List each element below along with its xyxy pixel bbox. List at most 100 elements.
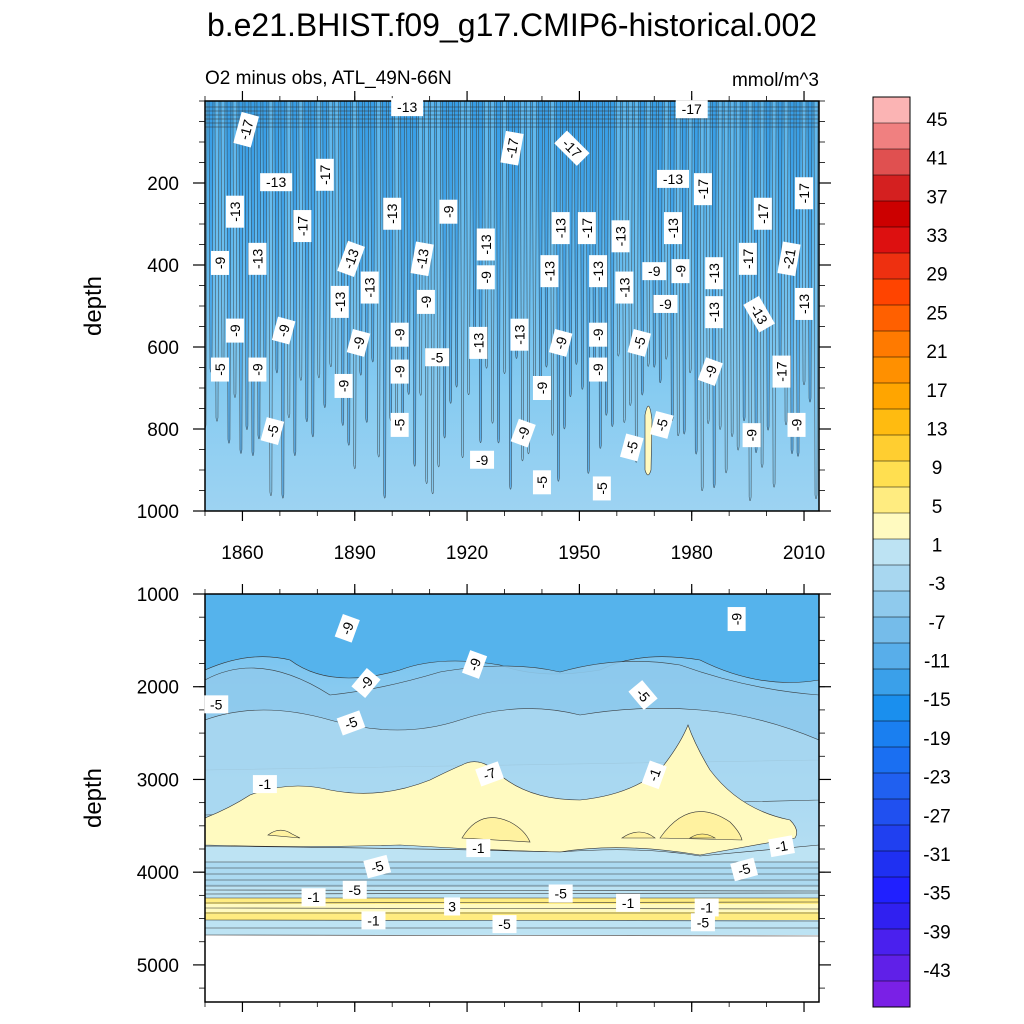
contour-label-bg xyxy=(391,98,424,117)
colorbar-label: -15 xyxy=(923,690,950,711)
contour-label-bg xyxy=(697,357,723,386)
colorbar-swatch xyxy=(873,721,910,748)
contour-label-text: -5 xyxy=(622,439,641,455)
upper-contour-streak xyxy=(412,101,417,467)
upper-contour-streak xyxy=(753,101,759,454)
upper-contour-streak xyxy=(723,101,729,474)
contour-label-text: -13 xyxy=(706,302,722,322)
colorbar-swatch xyxy=(873,695,910,722)
y-tick-label: 4000 xyxy=(137,863,179,884)
contour-label-bg xyxy=(656,169,689,188)
upper-contour-streak xyxy=(358,101,363,376)
contour-label-bg xyxy=(225,195,244,228)
chart-title: b.e21.BHIST.f09_g17.CMIP6-historical.002 xyxy=(207,7,817,43)
contour-label-bg xyxy=(615,271,634,304)
contour-label-text: -17 xyxy=(579,218,595,238)
contour-label-bg xyxy=(671,259,690,284)
upper-contour-streak xyxy=(448,101,453,404)
contour-label-bg xyxy=(425,348,450,367)
contour-label-bg xyxy=(663,212,682,245)
contour-label-text: -17 xyxy=(317,164,333,184)
contour-label-bg xyxy=(690,913,715,932)
contour-label: -1 xyxy=(466,839,491,858)
contour-label: -9 xyxy=(697,357,723,386)
contour-label: -9 xyxy=(589,357,608,382)
contour-label-bg xyxy=(444,897,461,916)
colorbar-swatch xyxy=(873,305,910,332)
contour-label: -5 xyxy=(730,857,759,882)
contour-label-text: -9 xyxy=(672,265,688,278)
contour-label-bg xyxy=(351,668,381,698)
contour-label-text: -5 xyxy=(349,882,362,898)
contour-label-bg xyxy=(772,355,791,388)
contour-label: -13 xyxy=(510,318,529,351)
colorbar-label: -19 xyxy=(923,729,950,750)
upper-contour-streak xyxy=(813,101,819,500)
colorbar-swatch xyxy=(873,565,910,592)
contour-label-text: -5 xyxy=(652,417,671,433)
contour-label-bg xyxy=(730,857,759,882)
contour-label: -9 xyxy=(390,359,409,384)
contour-label-text: -1 xyxy=(645,766,664,783)
contour-label: -1 xyxy=(694,898,719,917)
upper-contour-streak xyxy=(244,101,250,431)
contour-label-text: 3 xyxy=(448,898,456,914)
contour-label: -17 xyxy=(577,212,596,245)
contour-label-bg xyxy=(476,228,495,261)
contour-label-bg xyxy=(589,357,608,382)
deep-blue-band-2 xyxy=(205,886,819,898)
contour-label-text: -9 xyxy=(744,429,760,442)
contour-label-bg xyxy=(653,294,678,313)
contour-label: -13 xyxy=(540,255,559,288)
contour-label-bg xyxy=(315,158,334,191)
contour-label: -13 xyxy=(383,197,402,230)
contour-label-bg xyxy=(383,197,402,230)
lower-panel xyxy=(204,593,820,1003)
y-tick-label: 800 xyxy=(147,420,179,441)
colorbar-swatch xyxy=(873,617,910,644)
contour-label: -17 xyxy=(795,177,814,210)
contour-label-text: -1 xyxy=(472,840,485,856)
upper-contour-streak xyxy=(490,101,495,424)
upper-contour-streak xyxy=(496,101,501,444)
contour-label-text: -9 xyxy=(418,295,434,308)
contour-label: -13 xyxy=(248,242,267,275)
contour-label-text: -9 xyxy=(336,380,352,393)
contour-label: -13 xyxy=(225,195,244,228)
contour-label: -9 xyxy=(390,322,409,347)
contour-label-bg xyxy=(628,680,658,711)
contour-label-text: -13 xyxy=(266,174,286,190)
contour-label: -1 xyxy=(301,888,326,907)
upper-contour-streak xyxy=(304,101,310,423)
contour-label-bg xyxy=(742,423,761,448)
contour-label-text: -5 xyxy=(369,857,385,876)
contour-label-text: -13 xyxy=(384,203,400,223)
contour-label: -7 xyxy=(475,761,504,787)
upper-contour-streak xyxy=(310,101,316,438)
contour-label: -1 xyxy=(616,893,641,912)
contour-label-bg xyxy=(225,318,244,343)
contour-label-text: -13 xyxy=(478,234,494,254)
contour-label-bg xyxy=(342,880,367,899)
colorbar-swatch xyxy=(873,357,910,384)
y-tick-label: 400 xyxy=(147,256,179,277)
contour-label: -5 xyxy=(342,880,367,899)
contour-label-bg xyxy=(675,100,708,119)
contour-label: -13 xyxy=(611,220,630,253)
contour-label-text: -17 xyxy=(740,249,756,269)
upper-contour-streak xyxy=(771,101,777,488)
contour-label-bg xyxy=(334,613,360,643)
contour-label: -17 xyxy=(293,210,312,243)
positive-lens-2 xyxy=(461,817,531,843)
contour-label-text: -5 xyxy=(697,914,710,930)
contour-label-bg xyxy=(727,607,746,632)
contour-label-bg xyxy=(390,412,409,437)
contour-label-text: -13 xyxy=(616,277,632,297)
contour-label: -13 xyxy=(360,271,379,304)
contour-label-bg xyxy=(410,241,434,277)
colorbar-label: 45 xyxy=(926,110,947,131)
contour-label-bg xyxy=(795,177,814,210)
contour-label: -17 xyxy=(693,173,712,206)
upper-contour-streak xyxy=(622,101,627,423)
colorbar-label: 9 xyxy=(932,458,943,479)
